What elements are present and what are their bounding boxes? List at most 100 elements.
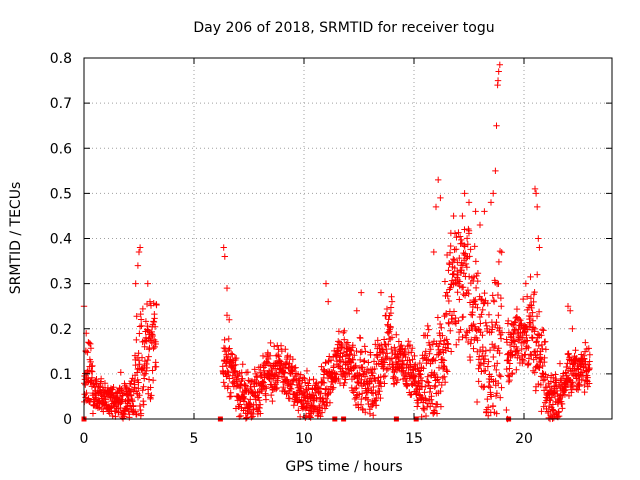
data-point [463, 334, 470, 341]
data-point [538, 408, 545, 415]
data-point [561, 391, 569, 398]
data-point [484, 300, 491, 307]
data-point [97, 375, 105, 382]
data-point [504, 372, 512, 379]
data-point [519, 356, 526, 363]
data-point [447, 327, 454, 334]
y-tick-label: 0.2 [50, 322, 72, 338]
data-point [441, 373, 448, 380]
data-point [465, 225, 472, 233]
data-point [409, 356, 416, 363]
data-point [492, 392, 500, 400]
data-point [387, 324, 394, 331]
data-point [221, 336, 228, 344]
data-point [515, 349, 522, 357]
data-point [585, 380, 593, 387]
data-point [109, 412, 116, 420]
data-point [448, 312, 456, 319]
data-point [429, 341, 437, 348]
data-point [240, 398, 248, 405]
data-point [530, 348, 538, 356]
data-point [476, 346, 484, 354]
data-point [477, 359, 485, 367]
data-point [266, 352, 274, 360]
data-point [428, 393, 435, 400]
data-point [478, 311, 485, 318]
data-point [327, 357, 335, 364]
data-point [467, 340, 474, 347]
data-point [84, 349, 91, 356]
data-point [302, 405, 309, 412]
data-point [387, 309, 395, 317]
data-point [371, 365, 378, 373]
data-point [452, 246, 460, 253]
data-point [550, 389, 557, 397]
data-point [382, 355, 390, 362]
y-tick-label: 0.1 [50, 367, 72, 383]
data-point [358, 395, 365, 403]
data-point [322, 280, 330, 287]
data-point [330, 384, 337, 391]
data-point [496, 247, 504, 255]
data-point [496, 349, 503, 357]
data-point [435, 176, 442, 184]
data-point [456, 233, 464, 240]
data-point [433, 410, 441, 417]
data-point [350, 389, 357, 396]
data-point [287, 385, 295, 393]
data-point [374, 353, 381, 361]
data-point [459, 333, 466, 341]
data-point [476, 353, 483, 360]
data-point [474, 270, 482, 277]
data-point [388, 293, 395, 300]
data-point [493, 122, 500, 129]
data-point [303, 403, 311, 411]
data-point [245, 377, 252, 384]
data-point [380, 363, 388, 371]
data-point [315, 384, 322, 391]
data-point [223, 284, 231, 292]
data-point [482, 367, 489, 375]
data-point [142, 370, 149, 377]
data-point [360, 358, 368, 365]
data-point [452, 320, 460, 327]
data-point [153, 301, 160, 309]
data-point [370, 412, 377, 419]
data-point [563, 363, 570, 371]
data-point [470, 320, 477, 328]
data-point [474, 336, 481, 344]
data-point [403, 382, 410, 390]
data-point [381, 380, 388, 387]
data-point [416, 386, 423, 393]
data-point [574, 379, 582, 387]
data-point [543, 384, 551, 391]
data-point [322, 359, 329, 366]
data-point [525, 355, 533, 362]
data-point [123, 384, 130, 391]
data-point [233, 376, 240, 384]
data-point [569, 325, 576, 332]
x-tick-label: 10 [295, 431, 313, 447]
data-point [349, 342, 357, 349]
data-point [527, 273, 534, 281]
data-point [495, 68, 502, 75]
data-point [333, 351, 340, 359]
data-point [574, 362, 581, 370]
data-point [225, 335, 232, 343]
data-point [361, 357, 368, 365]
data-point [404, 382, 411, 389]
data-point [487, 199, 495, 206]
y-tick-label: 0.6 [50, 141, 72, 157]
data-point [220, 344, 228, 352]
data-point [137, 316, 145, 323]
data-point [400, 367, 407, 374]
data-point [353, 384, 360, 392]
data-point [426, 350, 433, 357]
data-point [414, 403, 421, 410]
y-tick-label: 0.8 [50, 51, 72, 67]
data-point [256, 404, 263, 412]
data-point [435, 379, 443, 386]
data-point [578, 369, 586, 376]
data-point [572, 356, 579, 363]
data-point [434, 401, 441, 408]
